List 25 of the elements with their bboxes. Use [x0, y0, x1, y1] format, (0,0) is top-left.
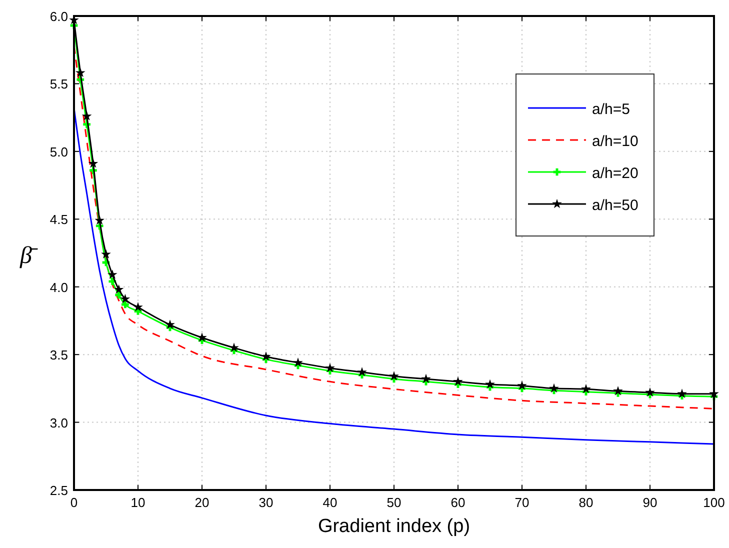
legend-label: a/h=10 — [592, 133, 638, 150]
y-tick-label: 3.5 — [50, 348, 68, 363]
x-tick-label: 70 — [514, 495, 530, 510]
x-axis-title: Gradient index (p) — [318, 516, 470, 537]
x-tick-label: 60 — [450, 495, 466, 510]
legend-label: a/h=50 — [592, 197, 638, 214]
x-tick-label: 30 — [258, 495, 274, 510]
y-tick-label: 2.5 — [50, 483, 68, 498]
y-tick-label: 5.0 — [50, 144, 68, 160]
x-tick-label: 100 — [703, 495, 725, 510]
legend-label: a/h=5 — [592, 101, 630, 118]
y-tick-label: 5.5 — [50, 76, 68, 92]
y-axis-title: β̄ — [19, 243, 38, 269]
x-tick-label: 40 — [322, 495, 338, 510]
y-tick-label: 4.0 — [50, 280, 68, 295]
x-tick-label: 10 — [130, 495, 146, 510]
y-tick-label: 3.0 — [50, 415, 68, 430]
x-tick-label: 0 — [70, 495, 78, 510]
x-tick-label: 50 — [386, 495, 402, 510]
y-tick-label: 4.5 — [50, 212, 68, 228]
x-tick-label: 20 — [194, 495, 210, 510]
y-tick-label: 6.0 — [50, 9, 68, 24]
x-tick-label: 90 — [642, 495, 658, 510]
legend-label: a/h=20 — [592, 165, 638, 182]
x-tick-label: 80 — [578, 495, 594, 510]
